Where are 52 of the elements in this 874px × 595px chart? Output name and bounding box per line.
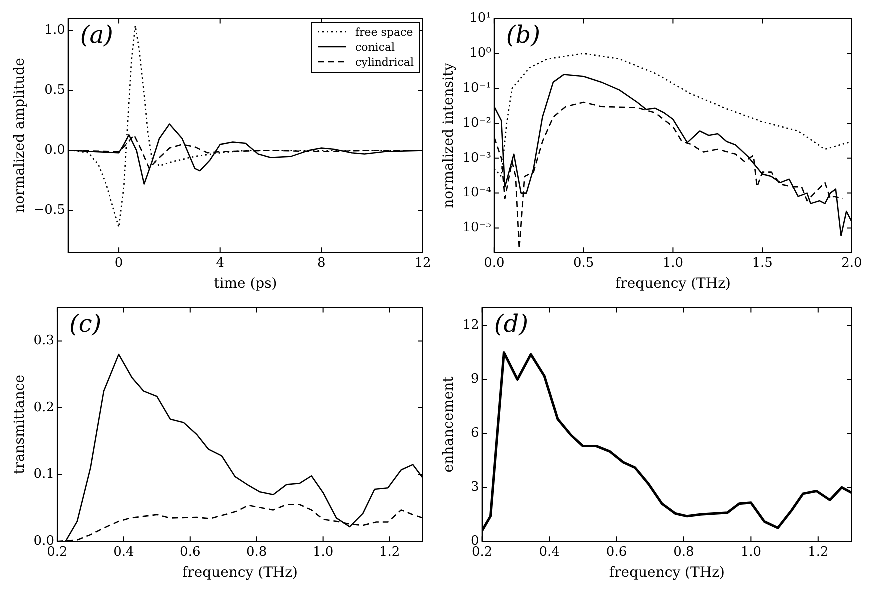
x-tick-label: 1.2 [808, 544, 829, 560]
x-tick-label: 4 [216, 256, 224, 271]
y-axis-title: enhancement [441, 376, 458, 473]
x-tick-label: 0.4 [539, 544, 560, 560]
x-tick-label: 0.4 [114, 544, 134, 560]
y-tick-label: 0.3 [34, 334, 54, 349]
y-tick-label: 10⁰ [470, 46, 492, 62]
y-tick-label: 3 [471, 480, 480, 496]
x-tick-label: 12 [414, 256, 432, 271]
x-tick-label: 0 [114, 256, 124, 271]
annotation: (a) [80, 21, 114, 50]
annotation: (d) [494, 310, 528, 338]
y-tick-label: 6 [471, 426, 480, 442]
x-tick-label: 0.6 [180, 544, 201, 560]
x-tick-label: 2.0 [842, 256, 862, 271]
legend-label: conical [355, 40, 396, 54]
y-tick-label: 10⁻⁵ [462, 220, 492, 236]
x-tick-label: 1.0 [312, 544, 334, 560]
x-tick-label: 8 [318, 256, 326, 271]
y-tick-label: 10⁻² [462, 116, 492, 131]
x-tick-label: 1.2 [379, 544, 400, 560]
y-tick-label: 0.1 [34, 467, 54, 482]
y-tick-label: 10⁻¹ [462, 80, 492, 96]
annotation: (c) [69, 310, 102, 338]
y-tick-label: 10¹ [470, 11, 492, 26]
x-tick-label: 0.8 [246, 544, 268, 560]
x-tick-label: 1.0 [740, 544, 762, 560]
x-tick-label: 0.8 [674, 544, 694, 560]
y-tick-label: 0.0 [44, 143, 66, 158]
x-axis-title: time (ps) [214, 276, 278, 292]
x-axis-title: frequency (THz) [615, 276, 731, 292]
y-tick-label: 0.2 [34, 400, 54, 416]
x-axis-title: frequency (THz) [182, 565, 298, 582]
y-tick-label: 1.0 [44, 23, 66, 38]
y-tick-label: 10⁻³ [462, 150, 492, 166]
y-tick-label: 9 [471, 372, 480, 388]
legend-label: free space [355, 26, 414, 39]
y-axis-title: transmittance [12, 375, 28, 474]
x-axis-title: frequency (THz) [609, 565, 725, 582]
x-tick-label: 0.6 [606, 544, 628, 560]
legend-label: cylindrical [355, 56, 414, 69]
annotation: (b) [506, 21, 541, 50]
y-axis-title: normalized intensity [441, 62, 458, 208]
y-tick-label: 0.5 [44, 83, 66, 98]
x-tick-label: 0.5 [573, 256, 594, 271]
y-tick-label: 12 [462, 318, 480, 334]
y-axis-title: normalized amplitude [12, 58, 28, 214]
y-tick-label: −0.5 [34, 203, 66, 218]
y-tick-label: 10⁻⁴ [462, 186, 492, 201]
x-tick-label: 0.0 [484, 256, 505, 271]
x-tick-label: 1.5 [752, 256, 773, 271]
x-tick-label: 1.0 [662, 256, 684, 271]
